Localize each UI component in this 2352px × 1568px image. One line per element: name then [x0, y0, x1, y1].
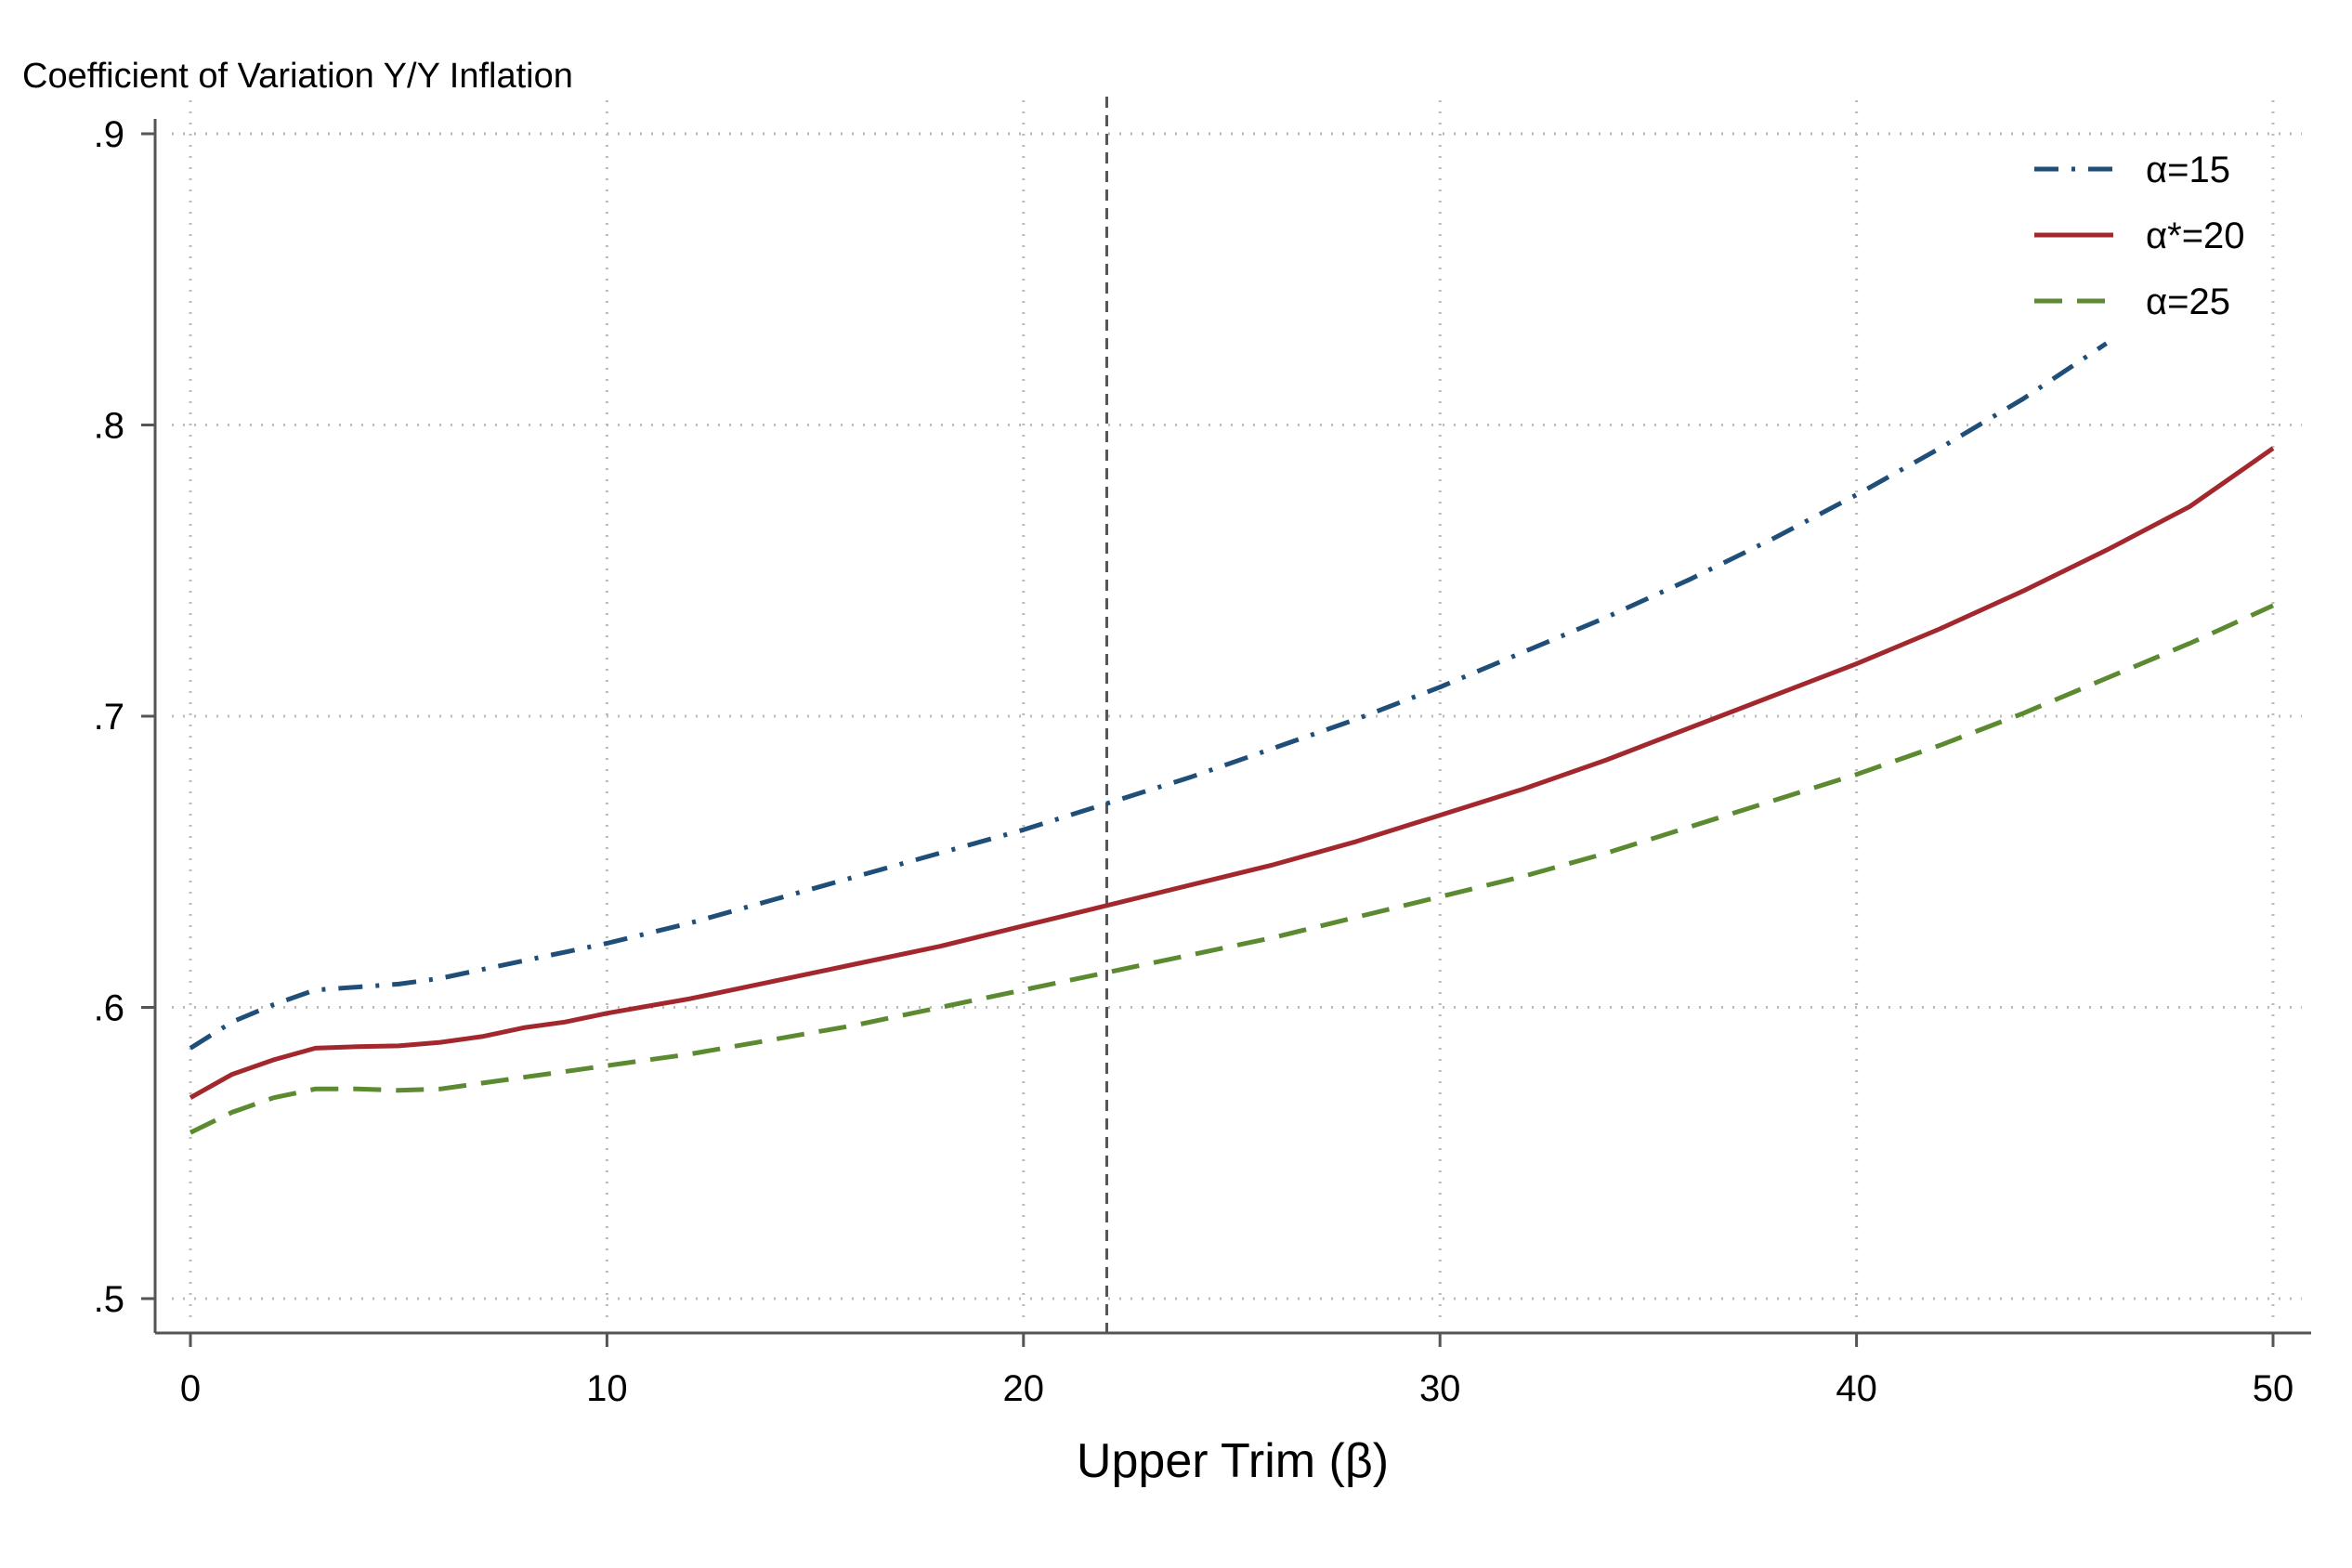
y-tick-label: .6	[94, 988, 124, 1029]
ticks: .5 .6 .7 .8 .9 0 10 20 30 40 50	[94, 114, 2294, 1409]
series-line	[189, 603, 2275, 1135]
y-tick-label: .9	[94, 114, 124, 155]
y-axis-title: Coefficient of Variation Y/Y Inflation	[22, 57, 573, 96]
axes	[153, 119, 2311, 1335]
series-line	[189, 446, 2275, 1100]
x-tick-label: 20	[1003, 1368, 1045, 1409]
x-tick-label: 0	[180, 1368, 201, 1409]
x-tick-label: 30	[1419, 1368, 1461, 1409]
x-axis-title: Upper Trim (β)	[1077, 1434, 1389, 1488]
legend-label: α=15	[2146, 150, 2230, 190]
y-tick-label: .7	[94, 697, 124, 738]
grid	[172, 100, 2302, 1317]
y-tick-label: .8	[94, 406, 124, 447]
x-tick-label: 40	[1836, 1368, 1877, 1409]
legend-label: α=25	[2146, 281, 2230, 322]
series-layer	[189, 341, 2275, 1135]
legend: α=15 α*=20 α=25	[2034, 150, 2245, 322]
x-tick-label: 10	[586, 1368, 628, 1409]
legend-label: α*=20	[2146, 216, 2245, 256]
y-tick-label: .5	[94, 1279, 124, 1320]
series-line	[189, 341, 2108, 1051]
x-tick-label: 50	[2253, 1368, 2294, 1409]
